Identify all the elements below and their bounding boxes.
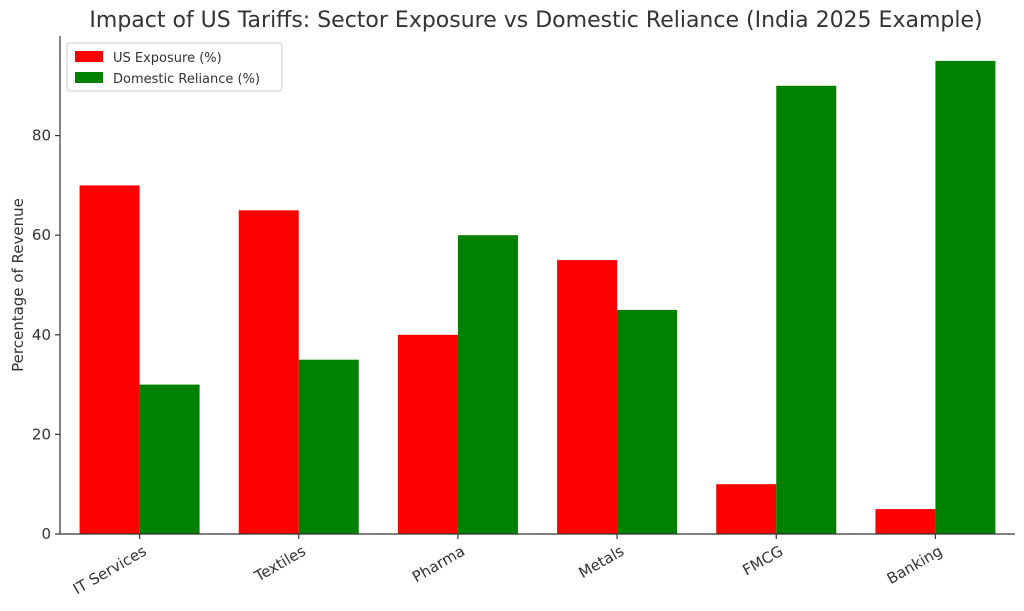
legend-swatch bbox=[75, 72, 103, 83]
x-tick-label: Textiles bbox=[251, 542, 309, 586]
bar-us-exposure-textiles bbox=[238, 210, 299, 535]
y-tick-label: 80 bbox=[32, 127, 51, 145]
legend: US Exposure (%) Domestic Reliance (%) bbox=[66, 42, 283, 92]
legend-box bbox=[66, 42, 283, 92]
y-tick-label: 20 bbox=[32, 425, 51, 443]
legend-entry: US Exposure (%) bbox=[113, 51, 222, 66]
x-tick-label: IT Services bbox=[70, 542, 150, 598]
y-tick-label: 60 bbox=[32, 226, 51, 244]
bar-domestic-reliance-textiles bbox=[298, 359, 359, 534]
bar-domestic-reliance-pharma bbox=[457, 235, 518, 534]
legend-swatch bbox=[75, 51, 103, 62]
x-tick-label: Pharma bbox=[409, 542, 468, 586]
bar-us-exposure-pharma bbox=[397, 334, 458, 534]
bar-domestic-reliance-it-services bbox=[139, 384, 200, 534]
y-tick-label: 0 bbox=[41, 525, 51, 543]
bars-group bbox=[79, 60, 996, 535]
legend-entry: Domestic Reliance (%) bbox=[113, 72, 260, 87]
x-tick-label: Banking bbox=[884, 542, 946, 588]
bar-us-exposure-fmcg bbox=[716, 484, 777, 534]
y-axis-label: Percentage of Revenue bbox=[9, 198, 27, 372]
chart-title: Impact of US Tariffs: Sector Exposure vs… bbox=[89, 8, 982, 33]
bar-domestic-reliance-metals bbox=[617, 309, 678, 534]
x-tick-label: Metals bbox=[575, 542, 627, 582]
bar-us-exposure-metals bbox=[557, 260, 618, 534]
bar-domestic-reliance-fmcg bbox=[776, 85, 837, 535]
bar-us-exposure-banking bbox=[875, 509, 936, 534]
y-tick-label: 40 bbox=[32, 326, 51, 344]
x-tick-label: FMCG bbox=[739, 542, 786, 579]
bar-domestic-reliance-banking bbox=[935, 60, 996, 535]
bar-us-exposure-it-services bbox=[79, 185, 140, 534]
